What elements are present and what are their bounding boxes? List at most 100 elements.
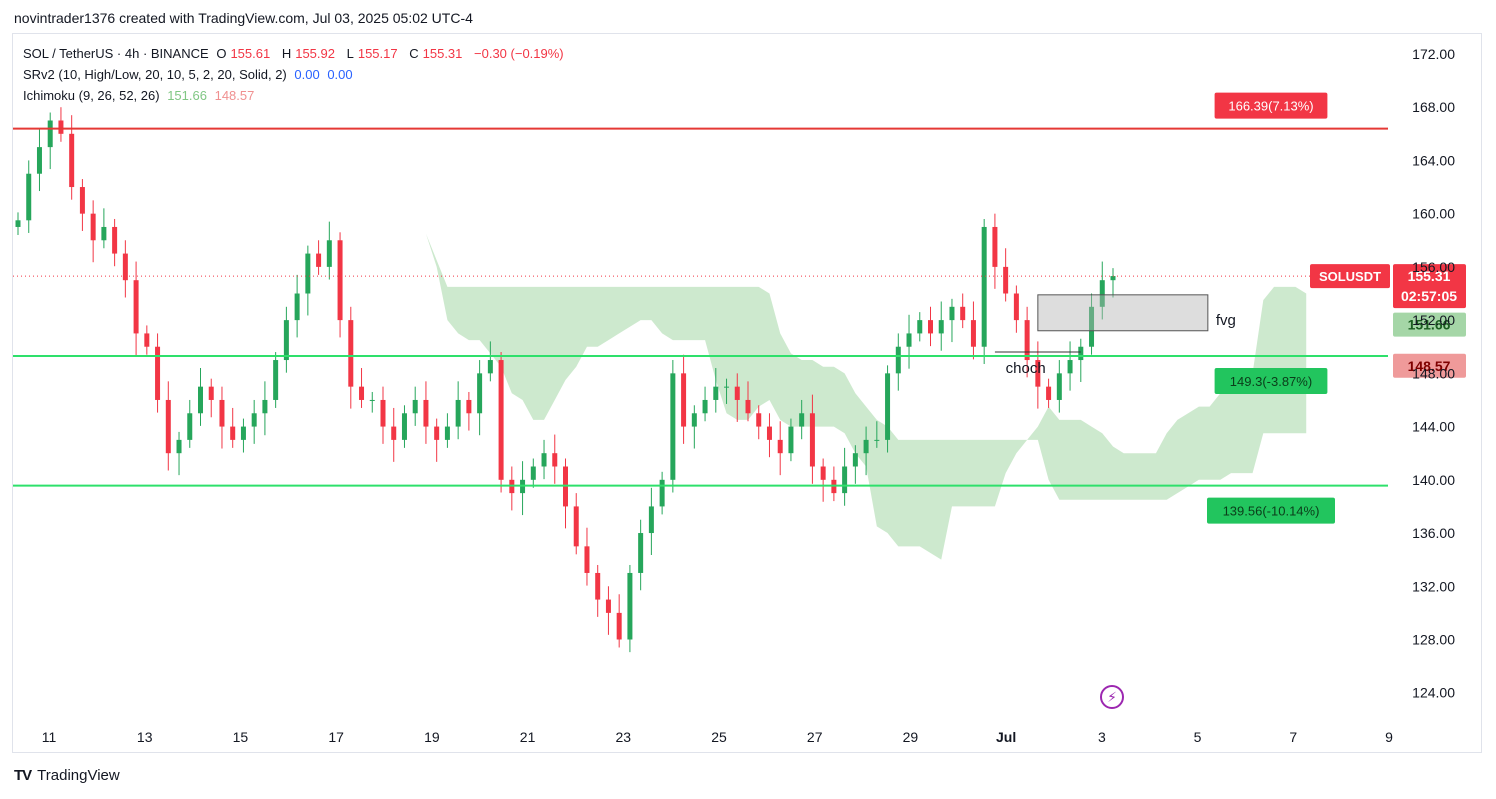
candle-body <box>401 413 407 440</box>
x-tick-label: 19 <box>424 729 440 745</box>
candle-body <box>970 320 976 347</box>
candle-body <box>584 546 590 573</box>
tradingview-logo-icon: TV <box>14 767 32 784</box>
candle-body <box>251 413 257 427</box>
level-label-box <box>1214 368 1328 395</box>
candle-body <box>885 373 891 440</box>
fvg-box <box>1037 294 1209 332</box>
ichimoku-value-1: 151.66 <box>167 88 207 103</box>
candle-body <box>101 226 107 241</box>
ichimoku-value-2: 148.57 <box>214 88 255 103</box>
last-price-tag-box <box>1393 264 1466 309</box>
high-label: H <box>281 46 292 61</box>
candle-body <box>960 306 966 321</box>
candle-body <box>1099 280 1105 307</box>
symbol-tag-text: SOLUSDT <box>1319 269 1381 284</box>
candle-body <box>595 572 601 600</box>
y-tick-label: 136.00 <box>1412 525 1455 541</box>
candle-body <box>530 466 536 480</box>
candle-body <box>659 479 665 507</box>
change-value: −0.30 (−0.19%) <box>474 46 564 61</box>
level-label-box <box>1207 497 1335 524</box>
candle-body <box>648 506 654 534</box>
candle-body <box>316 253 322 267</box>
candle-body <box>1003 266 1009 294</box>
candle-body <box>842 466 848 494</box>
candle-body <box>391 426 397 440</box>
open-label: O <box>216 46 227 61</box>
legend-srv2: SRv2 (10, High/Low, 20, 10, 5, 2, 20, So… <box>23 67 357 82</box>
candle-body <box>79 187 85 214</box>
x-tick-label: 17 <box>328 729 344 745</box>
low-label: L <box>346 46 354 61</box>
level-label-text: 166.39(7.13%) <box>1228 99 1313 114</box>
candle-body <box>809 413 815 467</box>
candle-body <box>777 439 783 454</box>
ichimoku-cloud <box>18 170 1307 560</box>
candle-body <box>326 240 332 267</box>
candle-body <box>713 386 719 400</box>
tradingview-brand-text: TradingView <box>37 767 120 784</box>
candle-body <box>681 373 687 427</box>
y-tick-label: 152.00 <box>1412 312 1455 328</box>
candle-body <box>283 320 289 361</box>
x-tick-label: 13 <box>137 729 153 745</box>
candle-body <box>69 133 75 188</box>
candle-body <box>1089 306 1095 347</box>
srv2-value-1: 0.00 <box>294 67 320 82</box>
tradingview-logo[interactable]: TV TradingView <box>14 767 120 784</box>
candle-body <box>477 373 483 414</box>
lightning-bolt-icon[interactable]: ⚡ <box>1100 685 1124 709</box>
candle-body <box>359 386 365 400</box>
y-tick-label: 132.00 <box>1412 578 1455 594</box>
candle-body <box>240 426 246 440</box>
chart-frame[interactable]: 166.39(7.13%) 149.3(-3.87%) 139.56(-10.14%… <box>12 33 1482 753</box>
candle-body <box>788 426 794 454</box>
y-tick-label: 160.00 <box>1412 206 1455 222</box>
candle-body <box>230 426 236 440</box>
candle-body <box>36 147 42 174</box>
srv2-label: SRv2 (10, High/Low, 20, 10, 5, 2, 20, So… <box>23 67 287 82</box>
candle-body <box>724 386 730 388</box>
legend-ichimoku: Ichimoku (9, 26, 52, 26) 151.66 148.57 <box>23 88 258 103</box>
close-label: C <box>409 46 419 61</box>
x-tick-label: 7 <box>1289 729 1297 745</box>
candle-body <box>466 399 472 414</box>
candle-body <box>863 439 869 454</box>
chart-caption: novintrader1376 created with TradingView… <box>14 10 473 26</box>
candle-body <box>165 399 171 454</box>
x-tick-label: 3 <box>1098 729 1106 745</box>
candle-body <box>1056 373 1062 400</box>
candle-body <box>487 360 493 374</box>
candle-body <box>766 426 772 440</box>
level-label-box <box>1214 92 1328 119</box>
candle-body <box>702 399 708 414</box>
candle-body <box>573 506 579 547</box>
candle-body <box>1013 293 1019 321</box>
fvg-label: fvg <box>1216 312 1236 329</box>
candle-body <box>262 399 268 414</box>
candle-body <box>734 386 740 400</box>
open-value: 155.61 <box>230 46 271 61</box>
symbol-label: SOL / TetherUS · 4h · BINANCE <box>23 46 209 61</box>
candle-body <box>552 453 558 467</box>
candle-body <box>369 399 375 401</box>
candle-body <box>938 320 944 334</box>
price-chart[interactable]: 166.39(7.13%) 149.3(-3.87%) 139.56(-10.14%… <box>13 34 1483 754</box>
y-tick-label: 168.00 <box>1412 99 1455 115</box>
y-tick-label: 144.00 <box>1412 419 1455 435</box>
candle-body <box>208 386 214 400</box>
candle-body <box>638 533 644 573</box>
candle-body <box>756 413 762 427</box>
candle-body <box>745 399 751 414</box>
candle-body <box>1024 320 1030 361</box>
x-tick-label: 15 <box>233 729 249 745</box>
candle-body <box>1067 360 1073 374</box>
candle-body <box>670 373 676 480</box>
candle-body <box>133 280 139 334</box>
level-label-text: 149.3(-3.87%) <box>1230 374 1312 389</box>
x-tick-label: 5 <box>1194 729 1202 745</box>
srv2-value-2: 0.00 <box>327 67 353 82</box>
candle-body <box>337 240 343 321</box>
candle-body <box>444 426 450 440</box>
